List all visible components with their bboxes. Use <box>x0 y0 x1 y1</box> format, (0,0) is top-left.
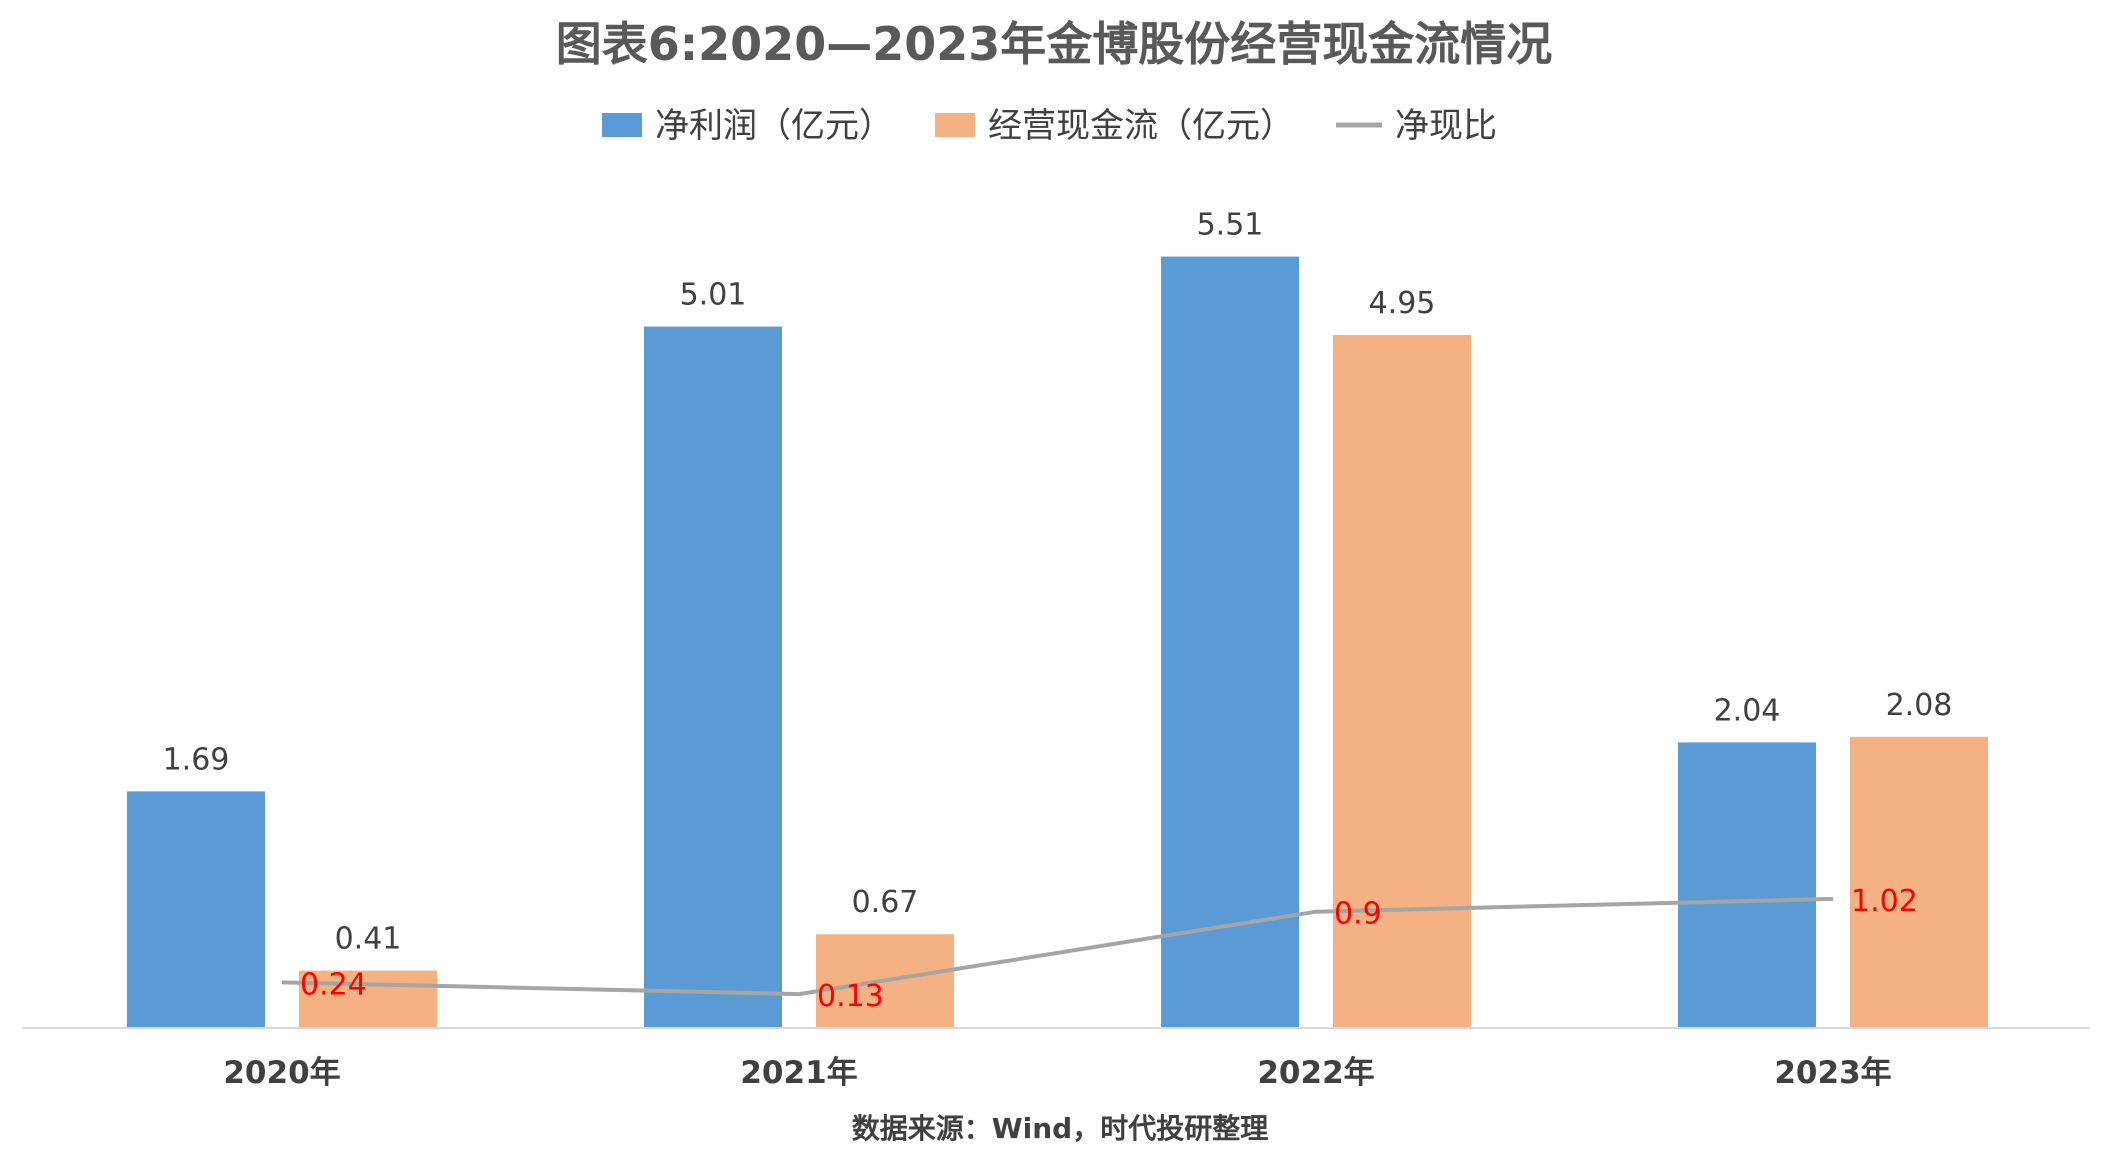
legend-label-2: 净现比 <box>1395 106 1497 146</box>
data-labels: 1.69 5.01 5.51 2.04 0.41 0.67 4.95 2.08 0.24 0.13… <box>163 208 1953 1014</box>
x-tick-label-0: 2020年 <box>223 1055 340 1091</box>
bar-net-profit-1 <box>644 326 782 1029</box>
bar-operating-cashflow-3 <box>1850 736 1988 1028</box>
ratio-value-label-2: 0.9 <box>1334 897 1382 932</box>
bar-value-label-0-0: 1.69 <box>163 742 230 777</box>
x-tick-label-1: 2021年 <box>740 1055 857 1091</box>
x-tick-label-3: 2023年 <box>1774 1055 1891 1091</box>
legend: 净利润（亿元） 经营现金流（亿元） 净现比 <box>602 106 1497 146</box>
ratio-line <box>281 896 1834 997</box>
bars <box>127 256 1988 1029</box>
bar-value-label-1-0: 0.41 <box>335 922 402 957</box>
bar-net-profit-3 <box>1678 742 1816 1028</box>
bar-operating-cashflow-0 <box>299 970 437 1028</box>
legend-swatch-0 <box>602 113 642 137</box>
legend-item-1: 经营现金流（亿元） <box>935 106 1294 146</box>
chart-title: 图表6:2020—2023年金博股份经营现金流情况 <box>556 17 1552 71</box>
legend-item-2: 净现比 <box>1336 106 1497 146</box>
ratio-value-label-1: 0.13 <box>817 979 884 1014</box>
legend-item-0: 净利润（亿元） <box>602 106 893 146</box>
x-axis-ticks: 2020年 2021年 2022年 2023年 <box>223 1055 1891 1091</box>
bar-net-profit-0 <box>127 791 265 1028</box>
legend-swatch-1 <box>935 113 975 137</box>
ratio-value-label-0: 0.24 <box>300 967 367 1002</box>
bar-value-label-0-2: 5.51 <box>1197 208 1264 243</box>
legend-label-1: 经营现金流（亿元） <box>988 106 1294 146</box>
bar-value-label-0-1: 5.01 <box>680 278 747 313</box>
bar-value-label-1-2: 4.95 <box>1369 286 1436 321</box>
bar-value-label-1-3: 2.08 <box>1886 688 1953 723</box>
bar-value-label-1-1: 0.67 <box>852 885 919 920</box>
source-note: 数据来源：Wind，时代投研整理 <box>852 1112 1268 1145</box>
bar-net-profit-2 <box>1161 256 1299 1029</box>
legend-label-0: 净利润（亿元） <box>655 106 893 146</box>
x-tick-label-2: 2022年 <box>1257 1055 1374 1091</box>
ratio-value-label-3: 1.02 <box>1851 884 1918 919</box>
bar-value-label-0-3: 2.04 <box>1714 693 1781 728</box>
ratio-line-layer <box>281 896 1834 997</box>
